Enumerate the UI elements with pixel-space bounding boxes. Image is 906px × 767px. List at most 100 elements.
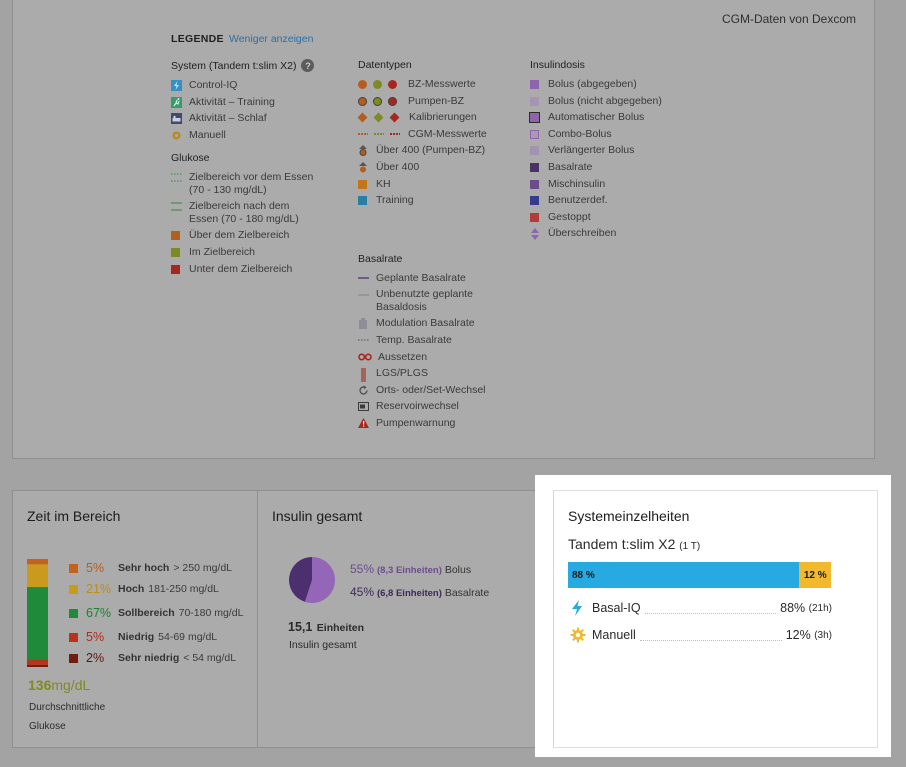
legend-item: Temp. Basalrate: [358, 334, 528, 351]
lightning-icon: [171, 80, 183, 91]
suspend-infinity-icon: [358, 352, 372, 363]
legend-item: KH: [358, 178, 528, 195]
legend-item: Reservoirwechsel: [358, 400, 528, 417]
tir-stacked-bar: [27, 559, 48, 667]
override-arrows-icon: [530, 227, 542, 240]
legend-system-heading: System (Tandem t:slim X2) ?: [171, 59, 341, 72]
insulin-total-value: 15,1 Einheiten: [288, 620, 365, 634]
tir-row-low: 5% Niedrig 54-69 mg/dL: [69, 630, 217, 644]
legend-item: Orts- oder/Set-Wechsel: [358, 384, 528, 401]
legend-datatypes-column: Datentypen BZ-Messwerte Pumpen-BZ Kalibr…: [357, 59, 528, 434]
legend-basal-heading: Basalrate: [358, 252, 403, 265]
orange-square-icon: [171, 231, 180, 241]
automatic-bolus-icon: [530, 113, 539, 123]
legend-item: Aktivität – Training: [171, 96, 341, 113]
legend-item: Aktivität – Schlaf: [171, 112, 341, 129]
pump-bg-dots-icon: [358, 96, 402, 107]
legend-item: Unter dem Zielbereich: [171, 263, 341, 280]
tir-bar-segment: [27, 664, 48, 667]
combo-bolus-icon: [530, 129, 539, 139]
legend-item: Pumpenwarnung: [358, 417, 528, 434]
tir-swatch: [69, 632, 78, 642]
system-details-title: Systemeinzelheiten: [568, 508, 690, 524]
lgs-bar-icon: [358, 368, 370, 383]
tir-row-high: 21% Hoch 181-250 mg/dL: [69, 582, 219, 596]
legend-item: Verlängerter Bolus: [530, 144, 700, 161]
legend-item: CGM-Messwerte: [358, 128, 528, 145]
insulin-total-title: Insulin gesamt: [272, 508, 363, 524]
legend-item: Modulation Basalrate: [358, 317, 528, 334]
red-square-icon: [171, 264, 180, 274]
avg-glucose-label: Durchschnittliche Glukose: [29, 702, 106, 732]
tir-bar-segment: [27, 559, 48, 565]
system-row-basal-iq: Basal-IQ 88% (21h): [570, 600, 832, 616]
gear-icon: [570, 627, 586, 643]
legend-insulin-column: Insulindosis Bolus (abgegeben) Bolus (ni…: [530, 59, 700, 244]
legend-item: Geplante Basalrate: [358, 272, 528, 289]
legend-item: Im Zielbereich: [171, 246, 341, 263]
solid-green-range-icon: [171, 201, 183, 212]
system-usage-bar: 88 % 12 %: [568, 562, 831, 588]
legend-insulin-heading: Insulindosis: [530, 59, 585, 71]
custom-icon: [530, 196, 539, 206]
warning-triangle-icon: [358, 418, 370, 429]
carbs-square-icon: [358, 179, 367, 189]
legend-item: Aussetzen: [358, 351, 528, 368]
tir-swatch: [69, 563, 78, 573]
basal-dose-icon: [530, 162, 539, 172]
help-icon[interactable]: ?: [301, 59, 315, 72]
tir-title: Zeit im Bereich: [27, 508, 121, 524]
exercise-square-icon: [358, 196, 367, 206]
scheduled-basal-line-icon: [358, 273, 370, 284]
legend-item: Unbenutzte geplante Basaldosis: [358, 288, 528, 317]
legend-item: Training: [358, 194, 528, 211]
legend-item: Über 400: [358, 161, 528, 178]
gear-icon: [171, 130, 183, 141]
legend-item: Mischinsulin: [530, 178, 700, 195]
legend-glucose-heading: Glukose: [171, 152, 210, 165]
legend-title: LEGENDE: [171, 33, 224, 45]
show-less-link[interactable]: Weniger anzeigen: [229, 33, 314, 45]
extended-bolus-icon: [530, 146, 539, 156]
tir-bar-segment: [27, 564, 48, 588]
basal-modulation-icon: [358, 318, 370, 330]
legend-item: Zielbereich nach dem Essen (70 - 180 mg/d…: [171, 200, 341, 229]
dotted-green-range-icon: [171, 172, 183, 183]
legend-item: Zielbereich vor dem Essen (70 - 130 mg/dL…: [171, 171, 341, 200]
bolus-slice: [304, 557, 335, 603]
legend-item: Automatischer Bolus: [530, 111, 700, 128]
automatic-mode-segment: 88 %: [568, 562, 800, 588]
calibration-diamonds-icon: [357, 112, 403, 123]
basal-slice: [289, 557, 312, 602]
stopped-icon: [530, 212, 539, 222]
card-divider: [257, 491, 258, 747]
tir-row-very-high: 5% Sehr hoch > 250 mg/dL: [69, 561, 232, 575]
system-row-manual: Manuell 12% (3h): [570, 627, 832, 643]
legend-item: Über 400 (Pumpen-BZ): [358, 144, 528, 161]
legend-item: Control-IQ: [171, 79, 341, 96]
system-details-card: Systemeinzelheiten Tandem t:slim X2 (1 T…: [553, 490, 878, 748]
legend-item: Manuell: [171, 129, 341, 146]
legend-item: Benutzerdef.: [530, 194, 700, 211]
bolus-share: 55% (8,3 Einheiten) Bolus: [350, 562, 472, 576]
manual-mode-segment: 12 %: [799, 562, 831, 588]
olive-square-icon: [171, 247, 180, 257]
site-change-icon: [358, 385, 370, 396]
running-icon: [171, 96, 183, 108]
avg-glucose-value: 136mg/dL: [28, 677, 91, 693]
bg-dots-icon: [358, 79, 402, 90]
legend-item: Combo-Bolus: [530, 128, 700, 145]
legend-item: Überschreiben: [530, 227, 700, 244]
legend-item: Gestoppt: [530, 211, 700, 228]
sleep-icon: [171, 113, 183, 125]
legend-system-column: System (Tandem t:slim X2) ? Control-IQ A…: [171, 59, 341, 279]
legend-item: BZ-Messwerte: [358, 78, 528, 95]
tir-bar-segment: [27, 587, 48, 660]
temp-basal-dotted-icon: [358, 335, 370, 346]
legend-item: Pumpen-BZ: [358, 95, 528, 112]
legend-panel: CGM-Daten von Dexcom LEGENDE Weniger anz…: [12, 0, 875, 459]
tir-bar-segment: [27, 659, 48, 665]
bolus-delivered-icon: [530, 80, 539, 89]
lightning-icon: [570, 600, 584, 616]
bolus-undelivered-icon: [530, 96, 539, 106]
